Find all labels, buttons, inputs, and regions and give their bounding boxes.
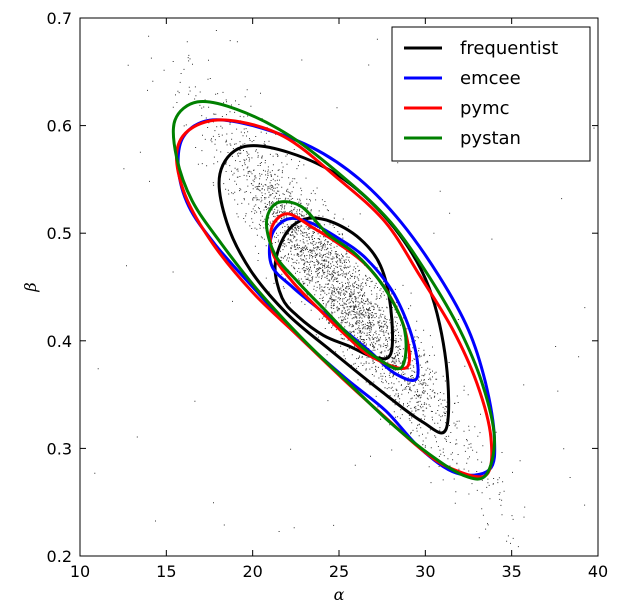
legend-label-pymc: pymc [460, 98, 510, 119]
y-tick-label: 0.5 [47, 224, 72, 243]
y-tick-label: 0.4 [47, 332, 72, 351]
pystan-contour-1 [264, 200, 408, 371]
axis-ticks: 10 15 20 25 30 35 40 0.2 0.3 0.4 0.5 0.6 0.7 [47, 9, 609, 581]
x-tick-label: 40 [588, 562, 608, 581]
x-tick-label: 35 [501, 562, 521, 581]
y-tick-label: 0.2 [47, 547, 72, 566]
y-tick-label: 0.6 [47, 117, 72, 136]
x-tick-label: 10 [70, 562, 90, 581]
x-tick-label: 15 [156, 562, 176, 581]
pystan-contour-2 [171, 99, 496, 481]
legend-label-emcee: emcee [460, 68, 521, 89]
pymc-contour-2 [174, 118, 494, 479]
contour-lines [171, 99, 497, 481]
legend-label-pystan: pystan [460, 128, 521, 149]
x-axis-label: α [334, 585, 345, 604]
x-tick-label: 30 [415, 562, 435, 581]
x-tick-label: 20 [242, 562, 262, 581]
frequentist-contour-1 [273, 216, 395, 361]
legend-label-frequentist: frequentist [460, 38, 558, 59]
y-tick-label: 0.3 [47, 439, 72, 458]
legend-items: frequentist emcee pymc pystan [404, 38, 558, 149]
legend: frequentist emcee pymc pystan [391, 26, 591, 162]
y-tick-label: 0.7 [47, 9, 72, 28]
y-axis-label: β [21, 282, 40, 292]
frequentist-contour-2 [217, 144, 451, 435]
x-tick-label: 25 [329, 562, 349, 581]
